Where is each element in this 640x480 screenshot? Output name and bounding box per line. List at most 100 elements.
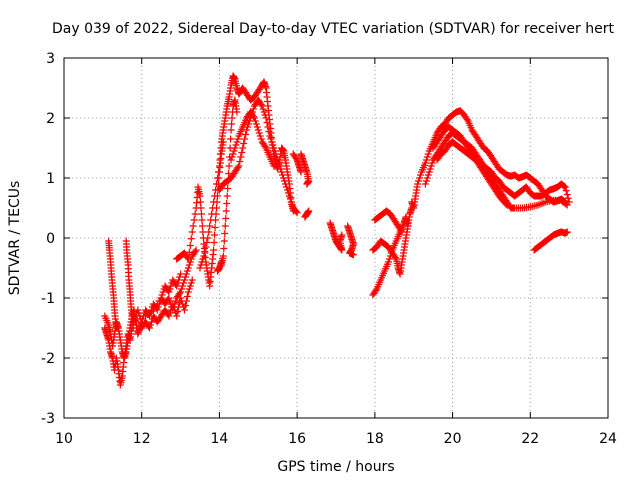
x-tick-label: 20	[444, 431, 462, 447]
data-point	[209, 204, 217, 212]
data-point	[280, 174, 288, 182]
data-point	[287, 198, 295, 206]
data-point	[191, 248, 199, 255]
data-point	[145, 324, 153, 332]
data-point	[210, 246, 218, 254]
data-point	[200, 252, 208, 260]
data-point	[224, 185, 232, 192]
y-tick-label: -1	[41, 291, 55, 307]
data-point	[183, 293, 191, 300]
data-point	[198, 222, 206, 230]
data-point	[277, 165, 285, 173]
data-point	[251, 117, 259, 125]
data-point	[261, 111, 269, 119]
data-point	[426, 165, 434, 173]
y-tick-label: 3	[46, 51, 55, 67]
data-point	[562, 187, 570, 195]
data-point	[293, 209, 301, 217]
data-point	[415, 177, 423, 185]
data-point	[166, 285, 174, 293]
data-point	[286, 195, 294, 203]
data-point	[425, 168, 433, 176]
data-point	[256, 132, 264, 140]
data-point	[417, 171, 425, 179]
data-point	[422, 156, 430, 164]
data-point	[236, 158, 244, 165]
y-tick-label: -2	[41, 351, 55, 367]
data-point	[398, 228, 406, 236]
data-point	[184, 288, 192, 296]
data-point	[272, 150, 280, 158]
data-point	[215, 162, 223, 170]
data-point	[237, 153, 245, 161]
data-point	[204, 234, 212, 242]
data-point	[188, 276, 196, 284]
data-point	[201, 248, 209, 255]
data-point	[184, 255, 192, 263]
data-point	[423, 174, 431, 182]
data-point	[185, 248, 193, 256]
data-point	[185, 261, 193, 269]
data-point	[279, 171, 287, 179]
data-point	[274, 156, 282, 164]
data-point	[416, 174, 424, 182]
data-point	[264, 123, 272, 131]
data-point	[414, 180, 422, 188]
data-point	[424, 171, 432, 179]
data-point	[220, 237, 228, 245]
data-point	[165, 294, 173, 302]
data-point	[177, 294, 185, 302]
data-point	[189, 222, 197, 230]
data-point	[198, 216, 206, 224]
data-point	[220, 245, 228, 252]
data-point	[254, 126, 262, 134]
data-point	[157, 294, 165, 302]
data-point	[427, 162, 435, 170]
data-point	[255, 129, 263, 137]
data-point	[183, 267, 191, 275]
data-point	[196, 198, 204, 206]
data-point	[285, 192, 293, 200]
data-point	[130, 318, 138, 326]
data-point	[240, 140, 248, 147]
data-point	[262, 114, 270, 122]
data-point	[226, 153, 234, 161]
data-point	[173, 282, 181, 290]
data-point	[239, 144, 247, 152]
data-point	[282, 183, 290, 191]
data-point	[176, 273, 184, 281]
data-point	[183, 254, 191, 261]
data-point	[227, 135, 235, 143]
y-tick-label: 1	[46, 171, 55, 187]
data-point	[288, 201, 296, 209]
data-point	[258, 102, 266, 110]
data-point	[252, 120, 260, 128]
data-point	[560, 182, 568, 190]
x-tick-label: 14	[211, 431, 229, 447]
data-point	[384, 258, 392, 266]
data-point	[224, 177, 232, 185]
data-point	[134, 306, 142, 314]
data-point	[424, 150, 432, 158]
data-point	[185, 285, 193, 293]
data-point	[234, 164, 242, 171]
data-point	[113, 324, 121, 332]
data-point	[270, 162, 278, 170]
data-point	[211, 224, 219, 231]
data-point	[228, 114, 236, 122]
data-point	[158, 291, 166, 299]
data-point	[305, 207, 313, 215]
data-point	[227, 156, 235, 164]
data-point	[349, 251, 357, 259]
data-point	[278, 168, 286, 176]
data-point	[192, 246, 200, 254]
data-point	[230, 147, 238, 155]
data-point	[259, 105, 267, 113]
data-point	[391, 254, 399, 261]
data-point	[223, 192, 231, 200]
data-point	[180, 306, 188, 314]
data-point	[421, 159, 429, 167]
data-point	[198, 258, 206, 266]
data-point	[190, 216, 198, 224]
